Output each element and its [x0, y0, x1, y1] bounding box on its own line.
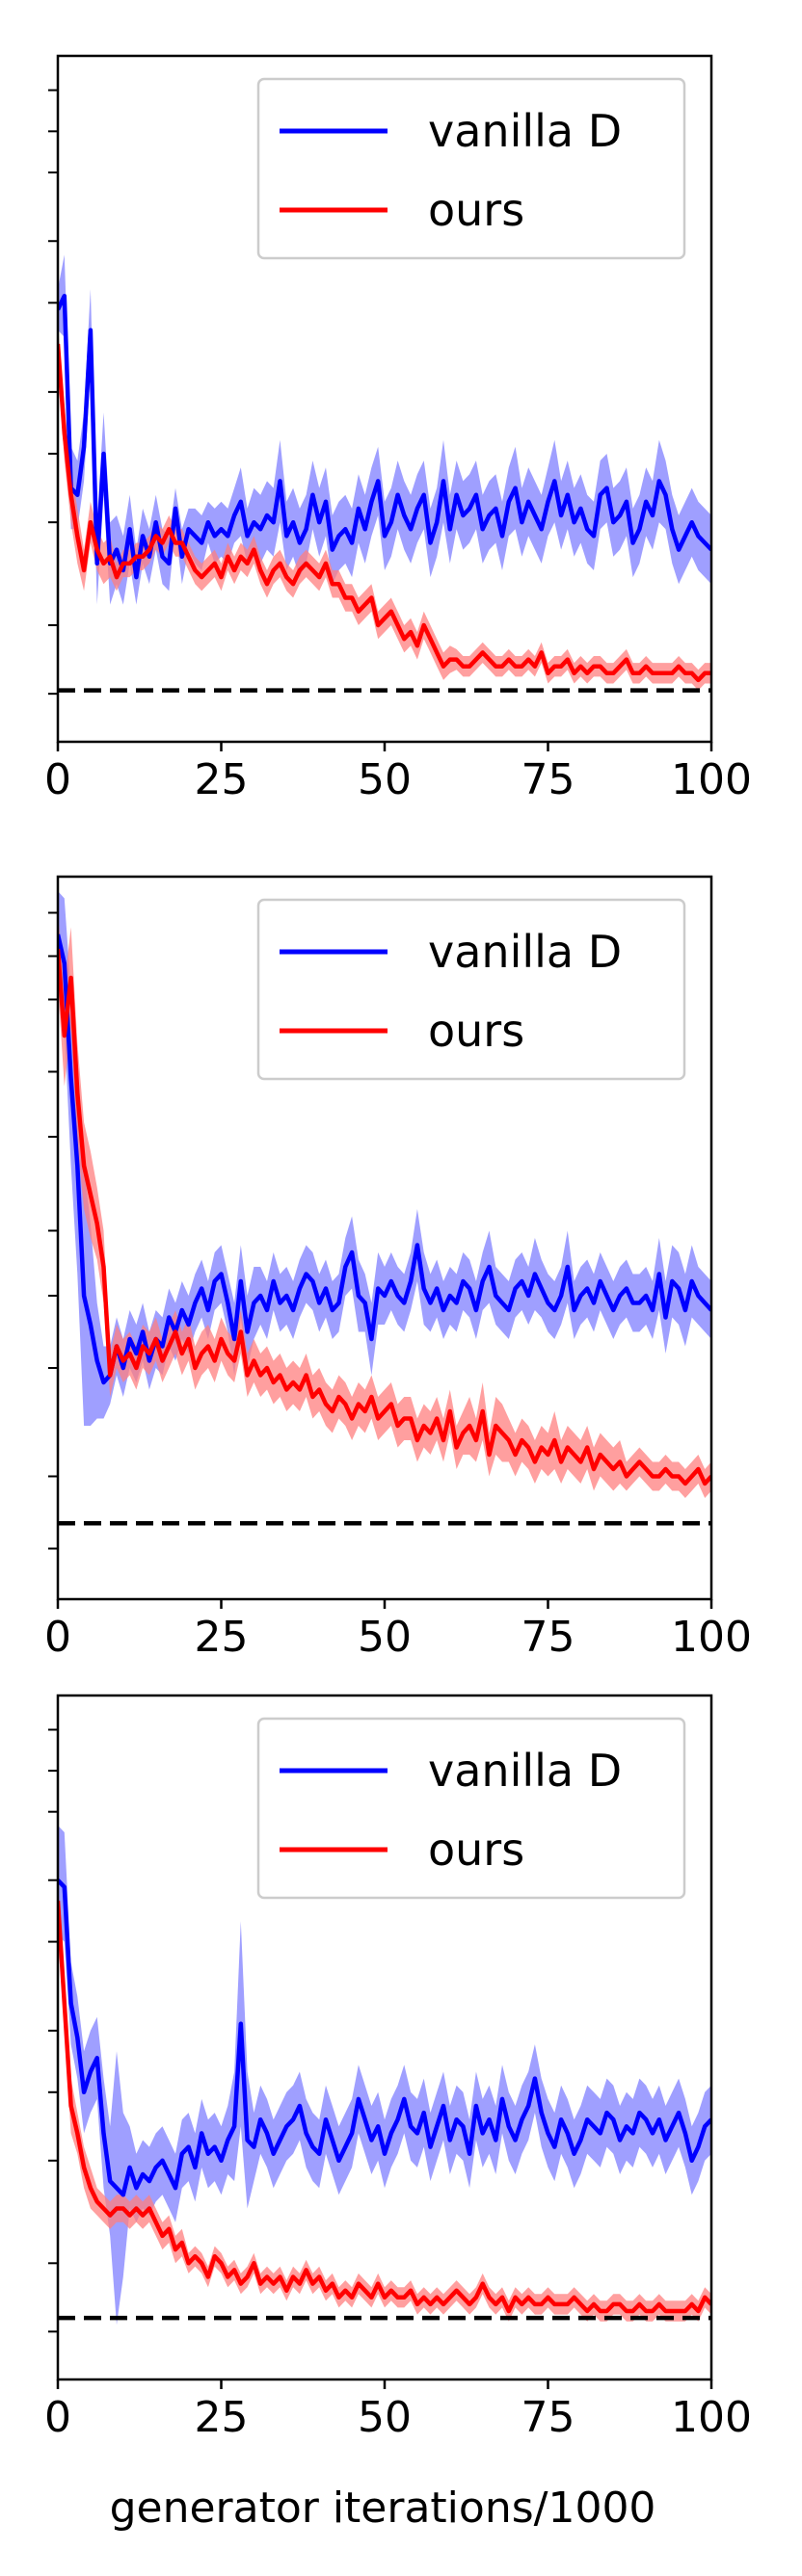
x-tick-label: 50	[358, 1613, 412, 1662]
x-tick-label: 75	[521, 755, 575, 804]
x-tick-label: 50	[358, 755, 412, 804]
subplot-2: 0 25 50 75 100 vanilla D ours	[44, 875, 752, 1662]
legend-label: ours	[428, 1005, 524, 1057]
series-line-ours	[58, 1900, 711, 2314]
series-band-vanilla-d	[58, 254, 711, 605]
series-line-ours	[58, 343, 711, 683]
series-line-vanilla-d	[58, 293, 711, 580]
series-line-vanilla-d	[58, 933, 711, 1385]
subplot-3: 0 25 50 75 100 vanilla D ours	[44, 1694, 752, 2442]
x-tick-label: 25	[195, 755, 249, 804]
legend-box	[256, 1717, 686, 1900]
legend-label: vanilla D	[428, 105, 622, 157]
plot-area	[58, 254, 711, 693]
series-band-vanilla-d	[58, 891, 711, 1426]
series-band-vanilla-d	[58, 1825, 711, 2326]
legend-label: ours	[428, 1824, 524, 1876]
figure-xlabel: generator iterations/1000	[110, 2484, 656, 2533]
x-tick-label: 100	[671, 755, 752, 804]
series-line-vanilla-d	[58, 1879, 711, 2197]
x-tick-label: 25	[195, 1613, 249, 1662]
x-tick-label: 75	[521, 1613, 575, 1662]
plot-area	[58, 1825, 711, 2326]
legend-box	[256, 898, 686, 1081]
legend-box	[256, 77, 686, 260]
legend-label: vanilla D	[428, 1745, 622, 1797]
x-tick-label: 0	[44, 1613, 71, 1662]
legend-label: ours	[428, 184, 524, 236]
x-tick-label: 100	[671, 1613, 752, 1662]
x-tick-label: 100	[671, 2393, 752, 2442]
x-tick-label: 0	[44, 2393, 71, 2442]
x-tick-label: 25	[195, 2393, 249, 2442]
legend-label: vanilla D	[428, 926, 622, 978]
x-tick-label: 75	[521, 2393, 575, 2442]
series-band-ours	[58, 912, 711, 1498]
series-line-ours	[58, 948, 711, 1486]
x-tick-label: 0	[44, 755, 71, 804]
plot-area	[58, 891, 711, 1526]
x-tick-label: 50	[358, 2393, 412, 2442]
subplot-1: 0 25 50 75 100 vanilla D ours	[44, 54, 752, 804]
